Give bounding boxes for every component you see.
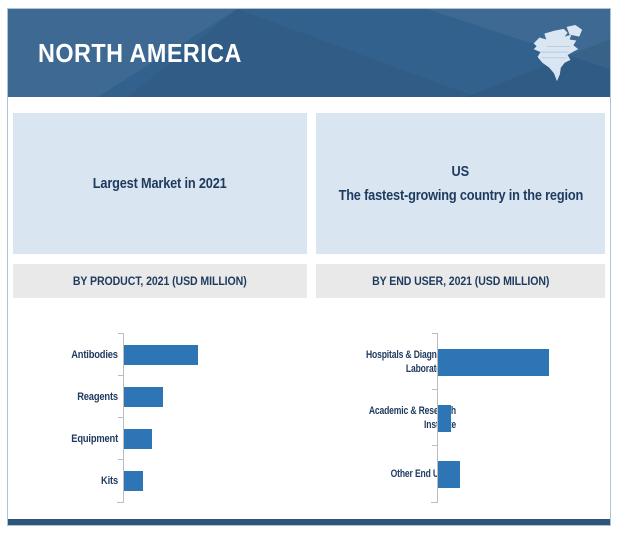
chart-axis-track xyxy=(118,459,307,502)
chart-row: Other End Users xyxy=(316,445,605,502)
chart-axis-track xyxy=(118,333,307,376)
chart-row: Equipment xyxy=(13,417,307,460)
value-bar xyxy=(124,387,164,407)
value-bar xyxy=(438,404,452,432)
charts-row: Antibodies Reagents Equipment Kits Hospital… xyxy=(13,298,605,519)
category-label: Academic & Research Institute xyxy=(316,404,456,433)
category-label: Hospitals & Diagnostic Laboratories xyxy=(316,348,456,377)
chart-row: Antibodies xyxy=(13,333,307,376)
section-headers-row: BY PRODUCT, 2021 (USD MILLION) BY END US… xyxy=(13,264,605,298)
category-label-text: Kits xyxy=(101,474,118,487)
axis-end-tick xyxy=(117,502,124,503)
category-label: Reagents xyxy=(13,390,123,404)
value-bar xyxy=(124,471,144,491)
card-text: Largest Market in 2021 xyxy=(93,174,227,192)
north-america-map-icon xyxy=(533,24,583,82)
infographic-frame: NORTH AMERICA Largest Market in 2021 US … xyxy=(7,8,611,526)
by-product-bar-chart: Antibodies Reagents Equipment Kits xyxy=(13,333,307,503)
category-label: Equipment xyxy=(13,432,123,446)
content: Largest Market in 2021 US The fastest-gr… xyxy=(8,97,610,519)
chart-axis-track xyxy=(432,445,605,502)
section-header-text: BY PRODUCT, 2021 (USD MILLION) xyxy=(73,274,247,288)
chart-row: Hospitals & Diagnostic Laboratories xyxy=(316,333,605,390)
banner-texture xyxy=(8,9,610,97)
section-header-by-product: BY PRODUCT, 2021 (USD MILLION) xyxy=(13,264,307,298)
card-title: US xyxy=(451,163,470,181)
value-bar xyxy=(124,429,153,449)
chart-axis-track xyxy=(118,375,307,418)
chart-axis-track xyxy=(432,389,605,446)
footer-accent-bar xyxy=(8,519,610,525)
value-bar xyxy=(438,460,461,488)
highlight-card-us-fastest-growing: US The fastest-growing country in the re… xyxy=(316,113,605,254)
section-header-text: BY END USER, 2021 (USD MILLION) xyxy=(371,274,550,288)
category-label-text: Equipment xyxy=(71,432,118,445)
category-label-text: Reagents xyxy=(77,390,118,403)
category-label: Other End Users xyxy=(316,467,457,481)
card-subtitle: The fastest-growing country in the regio… xyxy=(338,186,583,204)
value-bar xyxy=(438,348,549,376)
category-label-text: Antibodies xyxy=(71,348,118,361)
section-header-by-end-user: BY END USER, 2021 (USD MILLION) xyxy=(316,264,605,298)
region-title: NORTH AMERICA xyxy=(38,37,242,68)
region-banner: NORTH AMERICA xyxy=(8,9,610,97)
chart-axis-track xyxy=(432,333,605,390)
chart-row: Kits xyxy=(13,459,307,502)
chart-row: Academic & Research Institute xyxy=(316,389,605,446)
axis-end-tick xyxy=(431,502,438,503)
by-end-user-bar-chart: Hospitals & Diagnostic Laboratories Acade… xyxy=(316,333,605,503)
value-bar xyxy=(124,345,198,365)
highlight-card-largest-market: Largest Market in 2021 xyxy=(13,113,307,254)
category-label: Kits xyxy=(13,474,123,488)
category-label: Antibodies xyxy=(13,348,123,362)
highlight-cards-row: Largest Market in 2021 US The fastest-gr… xyxy=(13,113,605,254)
chart-axis-track xyxy=(118,417,307,460)
chart-row: Reagents xyxy=(13,375,307,418)
